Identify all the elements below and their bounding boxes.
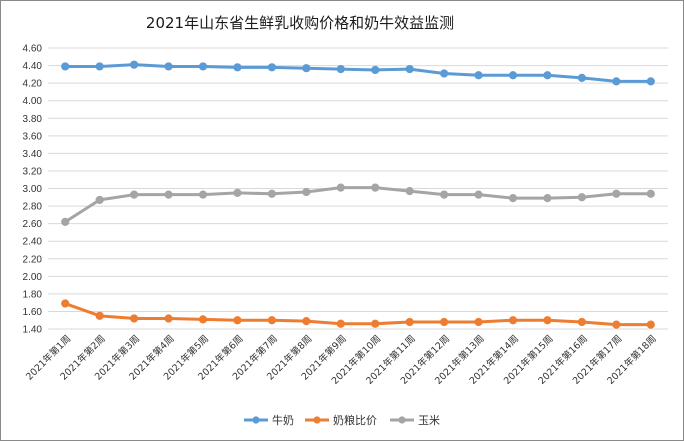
legend-item-1: 奶粮比价 [305,413,377,427]
data-point [543,71,552,80]
data-point [646,189,655,198]
series-lines [61,60,655,329]
data-point [95,311,104,320]
data-point [612,77,621,86]
x-axis-ticks: 2021年第1周2021年第2周2021年第3周2021年第4周2021年第5周… [23,333,659,387]
data-point [61,299,70,308]
series-1 [61,299,655,329]
legend: 牛奶 奶粮比价 玉米 [244,413,440,427]
data-point [336,319,345,328]
data-point [612,320,621,329]
data-point [198,190,208,199]
data-point [405,64,414,74]
data-point [233,188,242,197]
legend-label: 玉米 [418,414,440,427]
data-point [577,317,586,327]
y-tick-label: 3.80 [23,114,43,125]
y-tick-label: 1.80 [23,289,43,300]
y-tick-label: 3.00 [23,184,43,195]
data-point [267,63,276,72]
data-point [302,64,311,73]
y-tick-label: 2.80 [23,202,43,213]
legend-swatch-marker [252,416,260,424]
gridlines [48,47,668,330]
data-point [508,316,518,325]
chart-title: 2021年山东省生鲜乳收购价格和奶牛效益监测 [145,14,455,32]
data-point [577,193,586,202]
data-point [612,189,621,198]
data-point [267,316,276,325]
series-0 [61,60,655,86]
legend-item-2: 玉米 [390,414,440,427]
data-point [405,187,414,196]
data-point [371,319,380,328]
data-point [164,190,173,199]
data-point [474,317,483,327]
data-point [233,316,242,325]
data-point [440,190,449,199]
data-point [130,314,139,323]
data-point [164,314,173,323]
data-point [440,317,449,327]
legend-swatch-marker [313,416,321,424]
y-tick-label: 4.00 [23,96,43,107]
y-tick-label: 1.60 [23,307,43,318]
data-point [577,73,586,82]
data-point [233,63,242,72]
data-point [405,317,414,327]
data-point [474,71,483,80]
data-point [130,60,139,69]
y-tick-label: 4.60 [23,44,43,55]
series-line [64,186,651,224]
data-point [508,194,518,203]
data-point [198,315,208,324]
legend-label: 奶粮比价 [333,413,377,427]
y-tick-label: 1.40 [23,325,43,336]
series-2 [61,183,655,226]
series-line [64,302,651,327]
data-point [198,62,208,71]
data-point [474,190,483,199]
data-point [95,62,104,71]
legend-item-0: 牛奶 [244,413,294,427]
data-point [508,71,518,80]
data-point [164,62,173,71]
data-point [440,69,449,78]
data-point [61,217,70,226]
y-tick-label: 2.60 [23,219,43,230]
series-line [65,63,651,83]
y-tick-label: 4.20 [23,79,43,90]
y-tick-label: 3.20 [23,166,43,177]
data-point [302,316,311,326]
data-point [302,187,311,197]
data-point [130,190,139,199]
legend-label: 牛奶 [272,413,294,427]
data-point [95,195,104,205]
data-point [336,64,345,74]
data-point [61,62,70,71]
y-axis-ticks: 1.40 1.60 1.80 2.00 2.20 2.40 2.60 2.80 3.00 3.20… [23,44,43,336]
data-point [543,316,552,325]
y-tick-label: 2.40 [23,237,43,248]
data-point [646,77,655,86]
data-point [646,320,655,329]
y-tick-label: 3.40 [23,149,43,160]
data-point [543,194,552,203]
y-tick-label: 2.20 [23,254,43,265]
y-tick-label: 4.40 [23,61,43,72]
y-tick-label: 3.60 [23,131,43,142]
data-point [371,183,380,192]
legend-swatch-marker [398,416,406,424]
data-point [267,189,276,198]
data-point [371,65,380,75]
data-point [336,183,345,192]
y-tick-label: 2.00 [23,272,43,283]
